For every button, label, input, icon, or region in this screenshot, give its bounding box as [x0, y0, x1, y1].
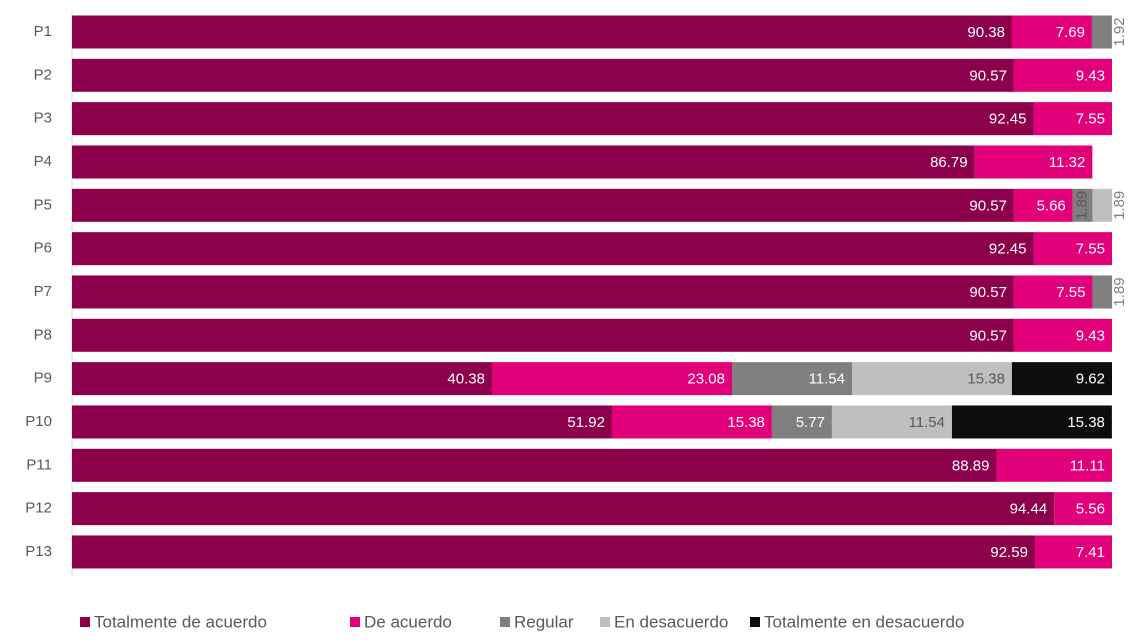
legend-label: De acuerdo — [364, 612, 452, 631]
data-label: 1.92 — [1111, 17, 1128, 46]
data-label: 5.56 — [1076, 501, 1105, 518]
y-tick-label: P10 — [25, 413, 52, 430]
data-label: 5.66 — [1037, 197, 1066, 214]
y-tick-label: P11 — [26, 456, 52, 473]
bar-segment — [974, 145, 1093, 179]
data-label: 94.44 — [1010, 501, 1048, 518]
bar-segment — [72, 58, 1014, 92]
data-label: 9.43 — [1076, 327, 1105, 344]
bar-segment — [1034, 535, 1112, 569]
data-label: 7.55 — [1056, 284, 1085, 301]
y-tick-label: P13 — [25, 543, 52, 560]
y-tick-label: P5 — [34, 196, 52, 213]
bar-segment — [72, 232, 1034, 266]
data-label: 7.41 — [1076, 544, 1105, 561]
legend-swatch — [750, 617, 760, 627]
data-label: 92.45 — [989, 111, 1027, 128]
legend-swatch — [600, 617, 610, 627]
bar-segment — [1013, 188, 1073, 222]
bar-segment — [72, 448, 997, 482]
y-tick-label: P8 — [34, 326, 52, 343]
legend-swatch — [350, 617, 360, 627]
data-label: 23.08 — [687, 371, 725, 388]
legend-label: En desacuerdo — [614, 612, 728, 631]
bar-segment — [1092, 188, 1113, 222]
data-label: 90.57 — [969, 284, 1007, 301]
bar-segment — [852, 362, 1012, 396]
bar-segment — [1072, 188, 1093, 222]
bar-segment — [72, 102, 1034, 136]
bar-segment — [611, 405, 772, 439]
y-tick-label: P3 — [34, 110, 52, 127]
data-label: 11.32 — [1049, 154, 1085, 171]
data-label: 51.92 — [567, 414, 605, 431]
bar-segment — [1011, 362, 1112, 396]
bar-segment — [72, 275, 1014, 309]
data-label: 11.54 — [809, 371, 845, 388]
bar-segment — [831, 405, 952, 439]
bar-segment — [72, 405, 612, 439]
bar-segment — [1054, 492, 1112, 526]
y-tick-label: P4 — [34, 153, 52, 170]
y-tick-label: P9 — [34, 370, 52, 387]
data-label: 15.38 — [967, 371, 1005, 388]
data-label: 7.55 — [1076, 111, 1105, 128]
data-label: 15.38 — [1067, 414, 1105, 431]
data-label: 1.89 — [1111, 277, 1128, 306]
bar-segment — [72, 145, 975, 179]
y-tick-label: P12 — [25, 500, 52, 517]
bar-segment — [1033, 102, 1112, 136]
bar-segment — [1091, 15, 1112, 49]
data-label: 5.77 — [796, 414, 825, 431]
bar-segment — [72, 535, 1035, 569]
data-label: 15.38 — [727, 414, 765, 431]
y-tick-label: P7 — [34, 283, 52, 300]
legend-swatch — [80, 617, 90, 627]
bar-segment — [1013, 58, 1112, 92]
bar-segment — [72, 15, 1012, 49]
data-label: 11.54 — [909, 414, 945, 431]
bar-segment — [1033, 232, 1112, 266]
bar-segment — [731, 362, 852, 396]
bar-segment — [1013, 275, 1093, 309]
legend-swatch — [500, 617, 510, 627]
y-tick-label: P1 — [34, 23, 52, 40]
data-label: 9.62 — [1076, 371, 1105, 388]
y-tick-label: P2 — [34, 66, 52, 83]
bar-segment — [1013, 318, 1112, 352]
data-label: 1.89 — [1074, 191, 1091, 220]
legend-label: Regular — [514, 612, 574, 631]
legend-label: Totalmente de acuerdo — [94, 612, 267, 631]
data-label: 90.57 — [969, 197, 1007, 214]
bar-segment — [1092, 275, 1113, 309]
bar-segment — [1011, 15, 1092, 49]
bar-segment — [771, 405, 832, 439]
data-label: 92.45 — [989, 241, 1027, 258]
data-label: 92.59 — [990, 544, 1028, 561]
y-tick-label: P6 — [34, 240, 52, 257]
bar-segment — [491, 362, 732, 396]
data-label: 86.79 — [930, 154, 968, 171]
bar-segment — [72, 492, 1055, 526]
bar-segment — [996, 448, 1112, 482]
bar-segment — [951, 405, 1112, 439]
bar-segment — [72, 318, 1014, 352]
data-label: 11.11 — [1070, 457, 1105, 474]
bar-segment — [72, 188, 1014, 222]
data-label: 7.55 — [1076, 241, 1105, 258]
data-label: 90.38 — [967, 24, 1005, 41]
data-label: 1.89 — [1111, 191, 1128, 220]
bar-segment — [72, 362, 492, 396]
data-label: 90.57 — [969, 327, 1007, 344]
data-label: 90.57 — [969, 67, 1007, 84]
data-label: 9.43 — [1076, 67, 1105, 84]
legend-label: Totalmente en desacuerdo — [764, 612, 964, 631]
data-label: 40.38 — [447, 371, 485, 388]
data-label: 88.89 — [952, 457, 990, 474]
data-label: 7.69 — [1056, 24, 1085, 41]
